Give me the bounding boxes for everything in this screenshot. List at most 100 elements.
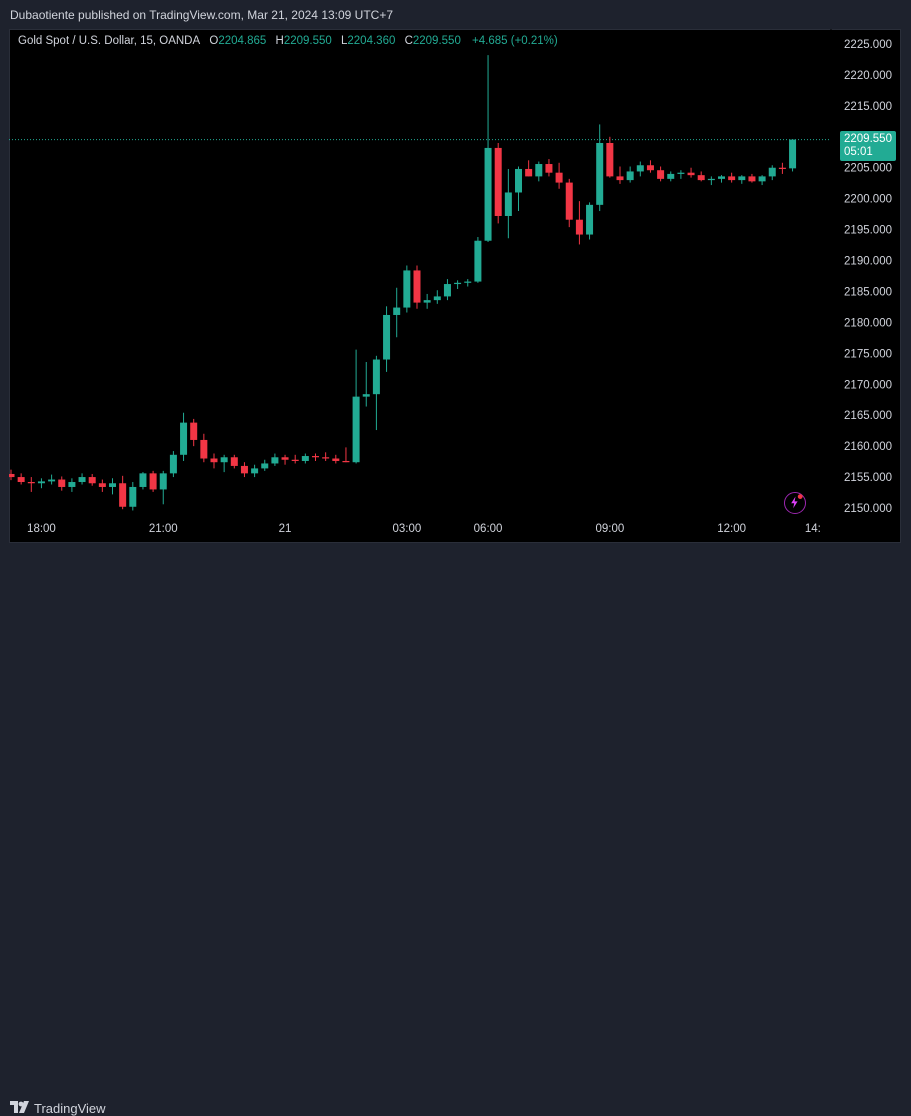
- y-tick-label: 2190.000: [844, 256, 892, 268]
- y-tick-label: 2220.000: [844, 70, 892, 82]
- candle-body: [657, 170, 665, 179]
- candle-body: [504, 192, 512, 216]
- high-value: 2209.550: [283, 35, 332, 47]
- candle-body: [372, 359, 380, 395]
- candle-body: [9, 473, 15, 478]
- publish-header: Dubaotiente published on TradingView.com…: [0, 0, 911, 30]
- x-tick-label: 14:: [805, 523, 821, 535]
- candle-body: [139, 473, 147, 487]
- candle-body: [464, 281, 472, 283]
- candle-body: [667, 173, 675, 179]
- candle-body: [484, 147, 492, 241]
- candle-body: [616, 176, 624, 181]
- y-tick-label: 2180.000: [844, 317, 892, 329]
- candle-body: [251, 468, 259, 474]
- candle-body: [210, 458, 218, 463]
- candle-body: [312, 456, 319, 458]
- open-label: O: [209, 35, 219, 47]
- candle-body: [393, 307, 401, 315]
- candle-body: [575, 219, 583, 235]
- candle-body: [88, 477, 96, 484]
- y-tick-label: 2165.000: [844, 410, 892, 422]
- candle-body: [362, 394, 370, 397]
- flash-icon[interactable]: [784, 492, 806, 514]
- high-label: H: [275, 35, 284, 47]
- candle-body: [687, 172, 695, 176]
- low-value: 2204.360: [347, 35, 396, 47]
- candle-body: [27, 482, 35, 484]
- brand-name: TradingView: [34, 1101, 106, 1116]
- candle-body: [545, 164, 553, 173]
- candle-body: [778, 167, 786, 169]
- y-tick-label: 2225.000: [844, 39, 892, 51]
- y-tick-label: 2160.000: [844, 441, 892, 453]
- candle-body: [332, 458, 340, 461]
- candle-body: [129, 486, 137, 507]
- candle-body: [433, 296, 441, 301]
- candle-body: [342, 460, 350, 463]
- candle-body: [789, 139, 797, 169]
- candle-body: [494, 147, 502, 216]
- candle-body: [738, 176, 746, 181]
- candle-body: [586, 204, 594, 235]
- candle-body: [474, 240, 482, 282]
- candle-body: [555, 172, 563, 183]
- footer: TradingView: [0, 546, 911, 1116]
- candle-body: [626, 171, 634, 181]
- candle-body: [291, 459, 299, 461]
- candle-body: [423, 300, 431, 303]
- candle-body: [565, 182, 573, 220]
- publisher-text: Dubaotiente published on TradingView.com…: [10, 8, 394, 22]
- x-tick-label: 09:00: [595, 523, 624, 535]
- candle-body: [748, 176, 756, 182]
- candle-body: [220, 457, 228, 463]
- candle-body: [768, 167, 776, 177]
- symbol-title[interactable]: Gold Spot / U.S. Dollar, 15, OANDA: [18, 35, 201, 47]
- candle-body: [636, 165, 644, 172]
- y-tick-label: 2200.000: [844, 194, 892, 206]
- candle-body: [758, 176, 766, 182]
- y-tick-label: 2185.000: [844, 286, 892, 298]
- candle-body: [240, 465, 248, 474]
- candle-body: [352, 396, 360, 463]
- candle-body: [413, 270, 421, 303]
- candle-body: [383, 314, 391, 360]
- tradingview-brand[interactable]: TradingView: [10, 1101, 106, 1116]
- y-tick-label: 2150.000: [844, 503, 892, 515]
- x-tick-label: 03:00: [392, 523, 421, 535]
- candle-body: [718, 176, 725, 179]
- close-label: C: [404, 35, 413, 47]
- candle-body: [443, 284, 451, 297]
- candle-body: [606, 142, 614, 177]
- candle-body: [230, 457, 238, 466]
- candle-body: [149, 473, 157, 490]
- candle-body: [707, 178, 715, 181]
- candle-body: [454, 282, 462, 285]
- candle-body: [68, 482, 76, 487]
- candle-body: [515, 168, 522, 193]
- candlestick-chart[interactable]: 2150.000 2155.000 2160.000 2165.000 2170.000…: [9, 29, 901, 543]
- y-tick-label: 2170.000: [844, 379, 892, 391]
- candle-body: [98, 483, 106, 487]
- candle-body: [261, 463, 269, 469]
- x-tick-label: 12:00: [717, 523, 746, 535]
- y-tick-label: 2215.000: [844, 101, 892, 113]
- chart-pane[interactable]: [9, 29, 901, 543]
- chart-legend: Gold Spot / U.S. Dollar, 15, OANDA O2204…: [18, 35, 558, 47]
- last-price-tag: 2209.550 05:01: [840, 130, 896, 161]
- candle-body: [596, 142, 604, 205]
- candle-body: [109, 483, 116, 487]
- x-tick-label: 18:00: [27, 523, 56, 535]
- candle-body: [677, 172, 685, 174]
- candle-body: [535, 164, 543, 177]
- candle-body: [403, 270, 411, 308]
- change-value: +4.685 (+0.21%): [472, 35, 558, 47]
- candle-body: [169, 454, 177, 474]
- candle-body: [37, 481, 45, 484]
- open-value: 2204.865: [218, 35, 267, 47]
- y-tick-label: 2175.000: [844, 348, 892, 360]
- candle-body: [301, 456, 309, 461]
- candle-body: [281, 457, 289, 460]
- bar-countdown: 05:01: [844, 145, 873, 158]
- candle-body: [646, 165, 654, 171]
